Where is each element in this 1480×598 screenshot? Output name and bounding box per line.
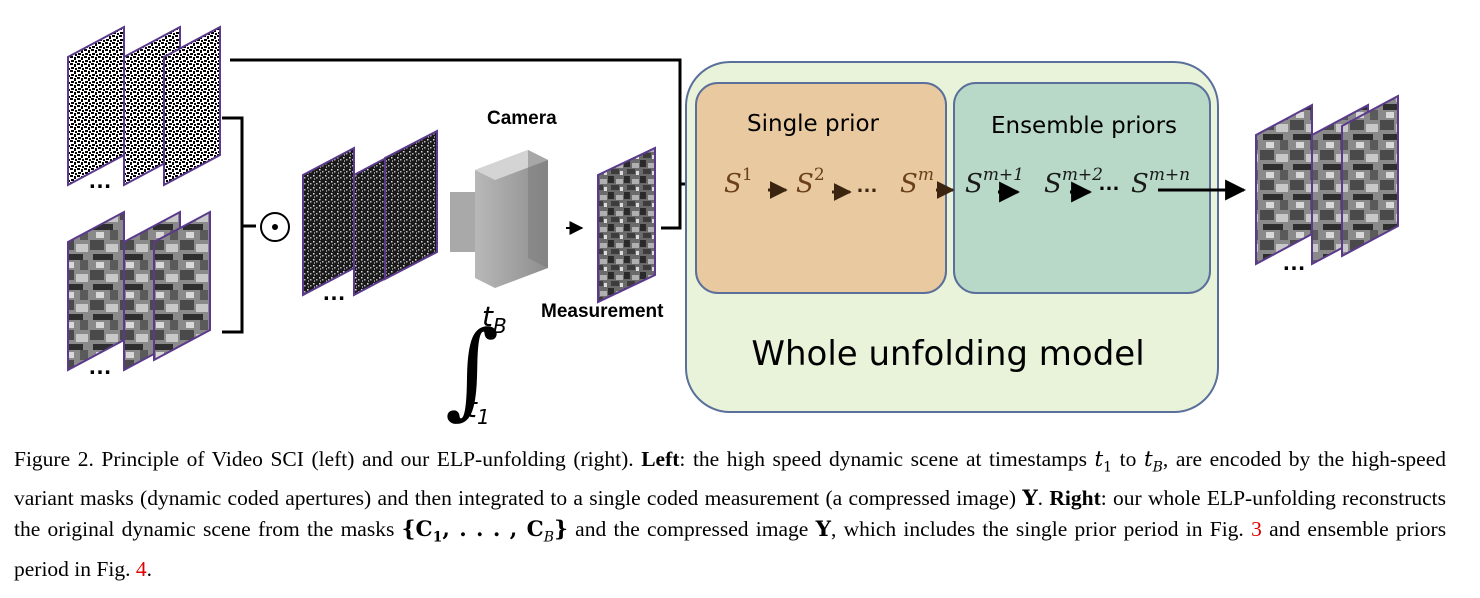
stage-sm2-sup: m+2: [1062, 165, 1103, 185]
single-prior-title: Single prior: [747, 111, 880, 137]
mask-connector: [230, 58, 682, 230]
mask-frames-ellipsis: …: [88, 167, 112, 194]
integral-sign: ∫: [445, 308, 499, 430]
caption-text-4: , are encoded by the high-speed variant …: [14, 447, 1447, 511]
svg-text:Sm+n: Sm+n: [1131, 165, 1190, 199]
measurement-frame: [597, 146, 656, 304]
scene-frames-ellipsis: …: [88, 353, 112, 380]
stage-sm1-sup: m+1: [983, 165, 1024, 185]
stage-sm-sup: m: [918, 165, 934, 185]
caption-y-symbol: Y: [1022, 486, 1038, 512]
caption-right-label: Right: [1049, 486, 1101, 511]
stage-s1-sup: 1: [742, 165, 753, 185]
single-prior-ellipsis: …: [856, 172, 878, 197]
output-frames: [1255, 94, 1399, 266]
integral-upper: t: [482, 300, 494, 333]
svg-text:S1: S1: [724, 165, 753, 199]
ensemble-ellipsis: …: [1098, 170, 1120, 195]
stage-smn-sup: m+n: [1149, 165, 1190, 185]
coded-frames-ellipsis: …: [322, 279, 346, 306]
camera-icon: [450, 150, 548, 288]
caption-y-symbol-2: Y: [815, 517, 831, 543]
caption-text-2: : the high speed dynamic scene at timest…: [679, 447, 1087, 471]
svg-text:tB: tB: [482, 300, 507, 338]
caption-text-6: : our whole ELP-unfolding reconstructs t…: [14, 486, 1447, 542]
integral-upper-sub: B: [493, 314, 507, 338]
camera-label: Camera: [487, 108, 557, 129]
caption-tb-symbol: tB: [1143, 447, 1163, 476]
caption-text-3: to: [1119, 447, 1137, 471]
integral-lower: t: [466, 391, 478, 424]
svg-text:Sm: Sm: [900, 165, 934, 199]
caption-left-label: Left: [641, 447, 680, 471]
stage-sm: S: [900, 169, 918, 199]
caption-text-7: and the compressed image: [575, 517, 809, 542]
mask-frames: [67, 25, 221, 187]
caption-t1-symbol: t1: [1094, 447, 1113, 476]
svg-text:Sm+1: Sm+1: [965, 165, 1024, 199]
stage-sm2: S: [1044, 169, 1062, 199]
stage-s1: S: [724, 169, 742, 199]
caption-text-9: and ensemble priors period in Fig.: [14, 517, 1447, 581]
stage-s2: S: [796, 169, 814, 199]
scene-frames: [67, 210, 211, 372]
integral-lower-sub: 1: [477, 405, 490, 429]
stage-smn: S: [1131, 169, 1149, 199]
caption-text-8: , which includes the single prior period…: [830, 517, 1244, 542]
ensemble-priors-title: Ensemble priors: [991, 113, 1177, 139]
output-frames-ellipsis: …: [1282, 249, 1306, 276]
elp-unfolding-diagram: … … … Camera ∫ tB t1 Measurement Who: [67, 25, 1399, 430]
stage-sm1: S: [965, 169, 983, 199]
caption-ref-fig3[interactable]: 3: [1251, 517, 1262, 542]
caption-masks-set: {C1, . . . , CB}: [401, 517, 568, 546]
svg-text:S2: S2: [796, 165, 825, 199]
measurement-label: Measurement: [541, 301, 664, 322]
caption-text-5: .: [1037, 486, 1044, 511]
whole-unfolding-model-title: Whole unfolding model: [751, 334, 1144, 374]
svg-text:t1: t1: [466, 391, 490, 429]
caption-ref-fig4[interactable]: 4: [135, 556, 147, 581]
coded-frames: [302, 129, 438, 297]
caption-text-1: Principle of Video SCI (left) and our EL…: [101, 447, 634, 471]
svg-text:Sm+2: Sm+2: [1044, 165, 1103, 199]
stage-s2-sup: 2: [814, 165, 825, 185]
caption-text-10: .: [146, 556, 152, 581]
stage-arrows: [768, 181, 1093, 203]
caption-fig-label: Figure 2.: [14, 447, 94, 471]
bracket: [222, 116, 256, 334]
figure-caption: Figure 2. Principle of Video SCI (left) …: [14, 444, 1446, 585]
